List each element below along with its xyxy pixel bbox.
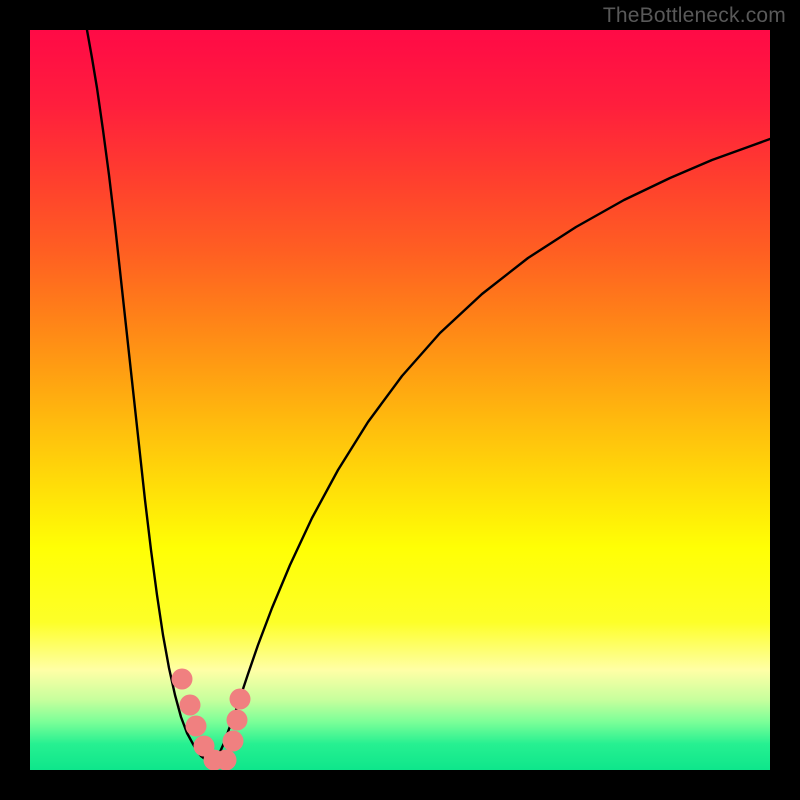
data-marker [186,716,207,737]
data-marker [180,695,201,716]
data-marker [227,710,248,731]
data-marker [223,731,244,752]
bottleneck-chart [0,0,800,800]
watermark-text: TheBottleneck.com [603,4,786,28]
chart-stage: TheBottleneck.com [0,0,800,800]
data-marker [230,689,251,710]
gradient-background [30,30,770,770]
data-marker [216,750,237,771]
plot-area [30,30,770,771]
data-marker [172,669,193,690]
